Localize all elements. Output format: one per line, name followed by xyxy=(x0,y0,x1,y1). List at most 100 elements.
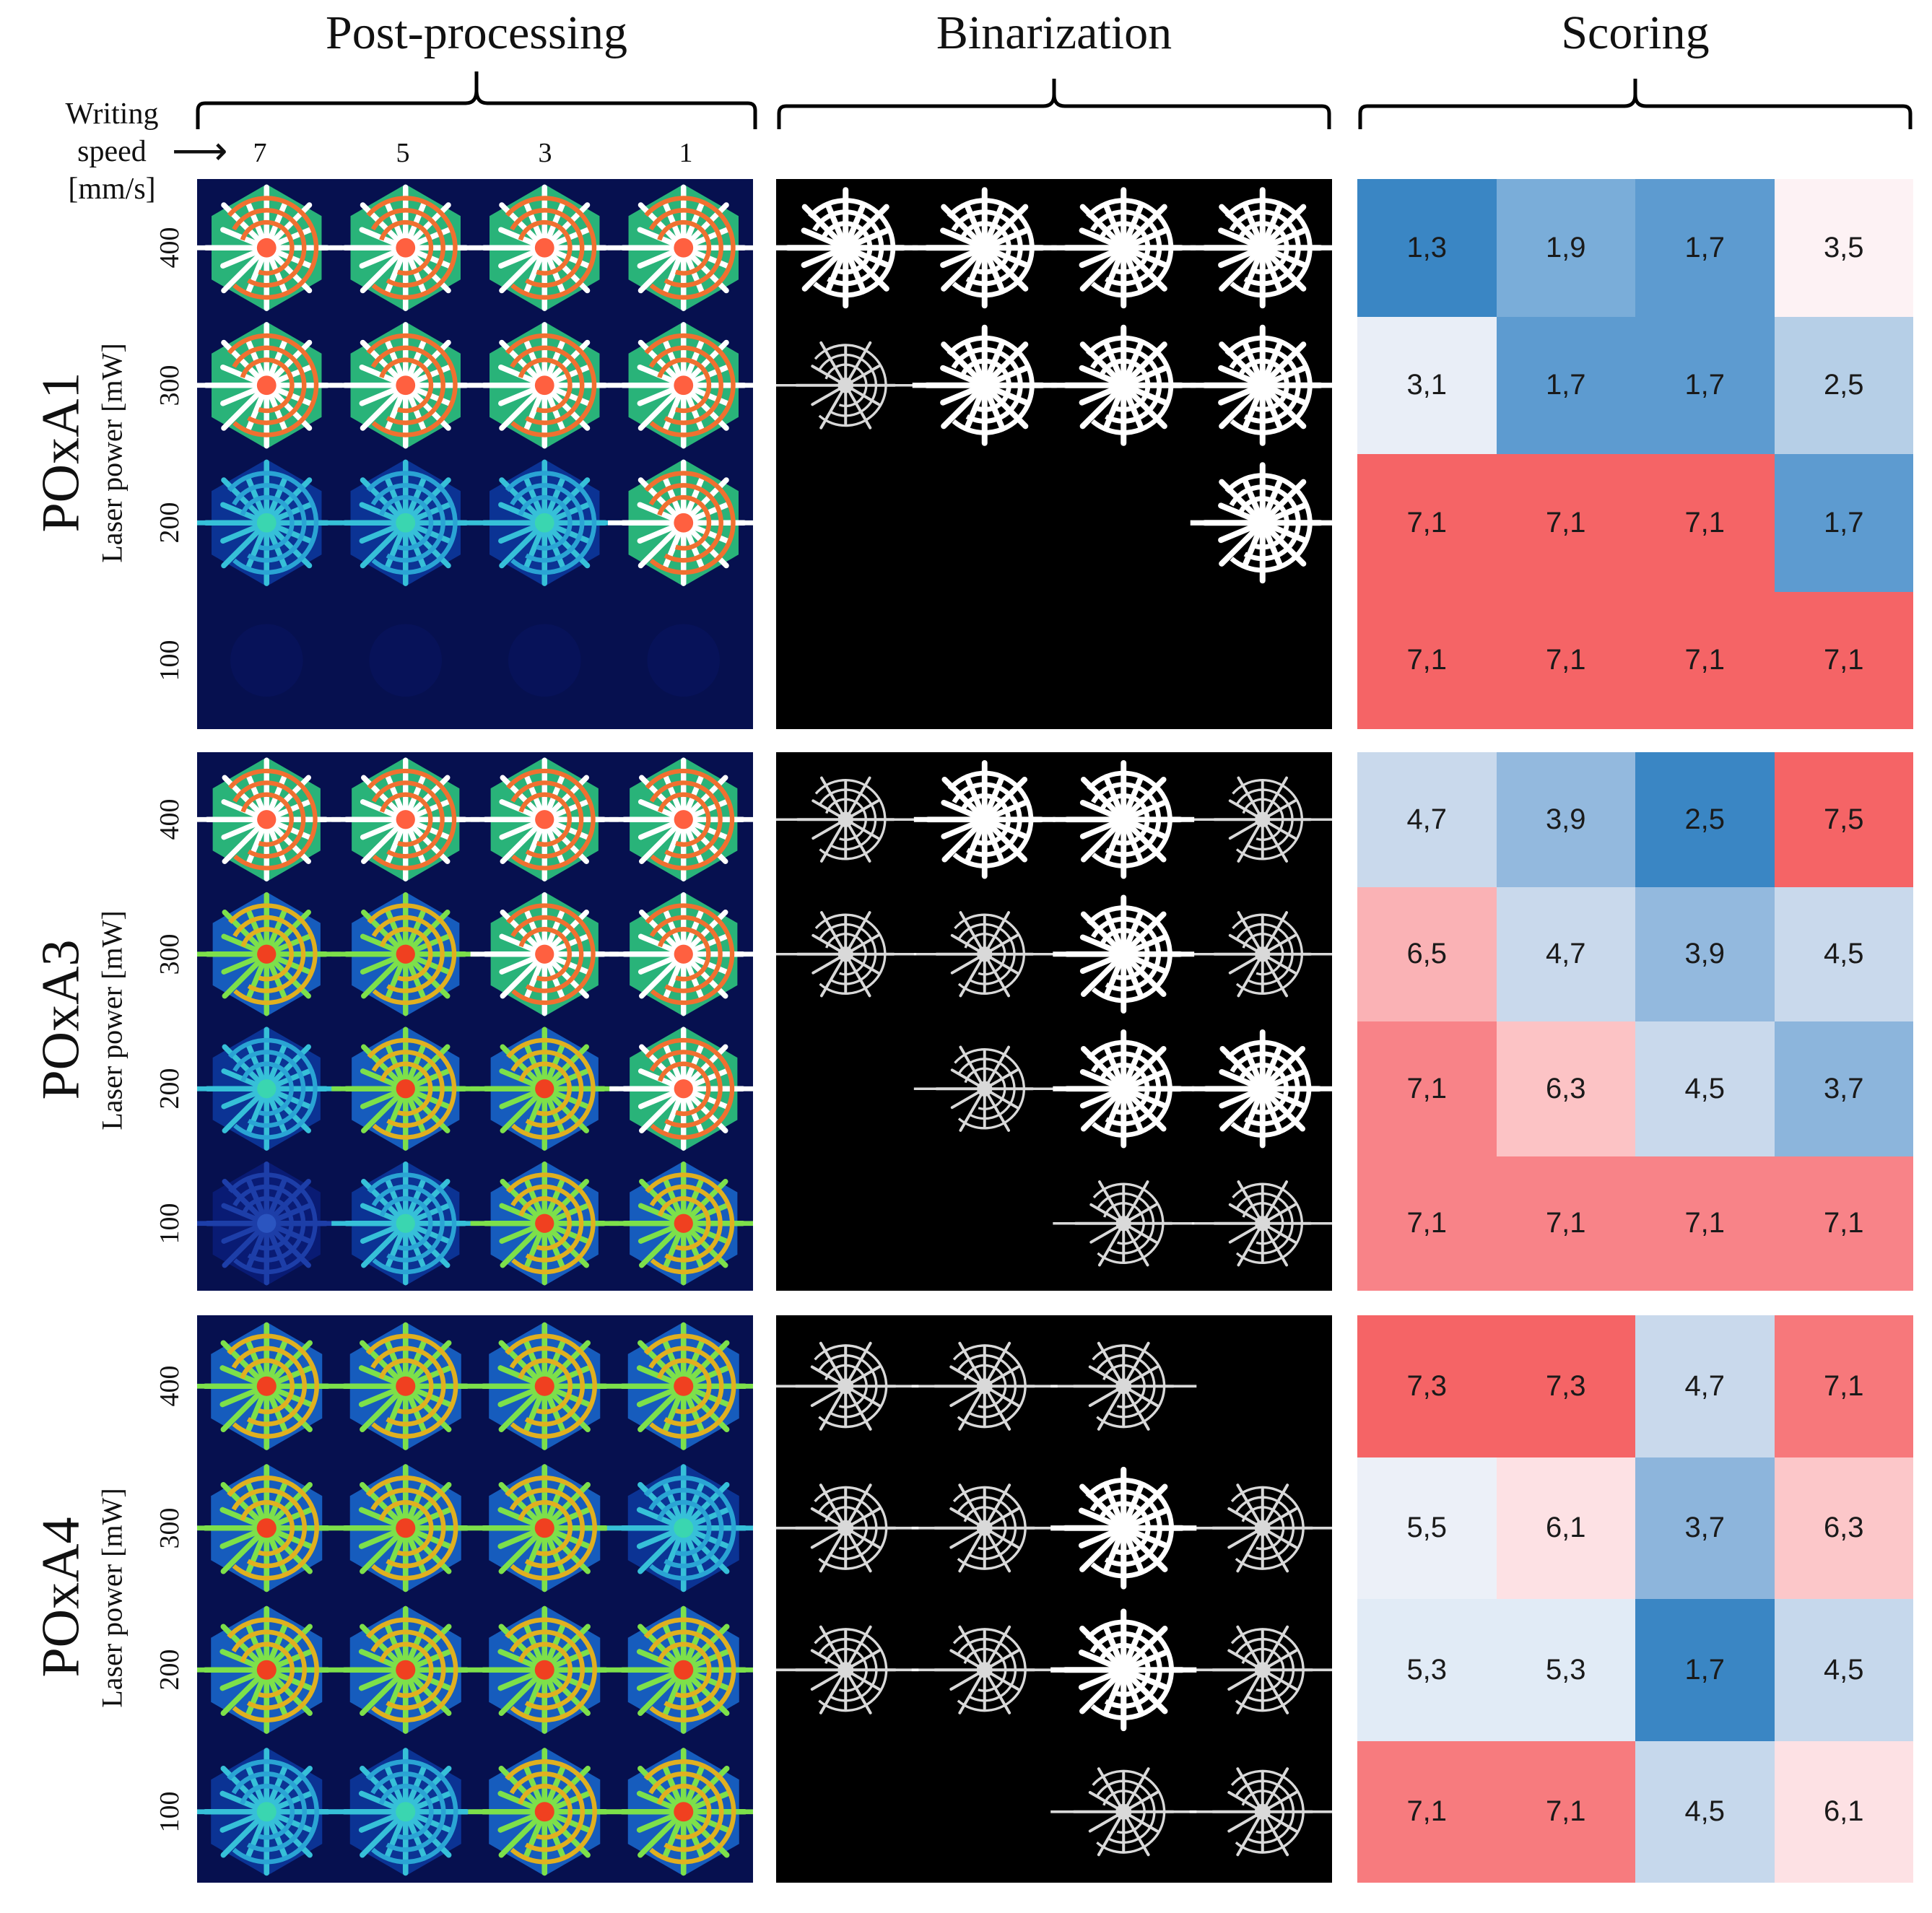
score-cell: 7,1 xyxy=(1357,1021,1497,1156)
power-tick: 200 xyxy=(155,502,185,544)
wheel-structure xyxy=(607,184,753,311)
binary-structure xyxy=(1053,760,1195,879)
wheel-structure xyxy=(331,1161,480,1286)
wheel-structure xyxy=(469,184,621,311)
wheel-structure xyxy=(197,1322,344,1450)
score-cell: 7,1 xyxy=(1357,1740,1497,1883)
score-cell: 4,5 xyxy=(1635,1740,1775,1883)
wheel-structure xyxy=(609,757,753,882)
faint-structure xyxy=(647,624,721,697)
power-tick: 100 xyxy=(155,1791,185,1833)
binary-structure xyxy=(776,1625,919,1714)
wheel-structure xyxy=(197,1027,341,1151)
score-cell: 5,3 xyxy=(1357,1599,1497,1741)
score-cell: 3,1 xyxy=(1357,316,1497,454)
speed-1: 1 xyxy=(679,138,693,168)
score-cell: 7,1 xyxy=(1357,454,1497,592)
score-cell: 4,5 xyxy=(1774,1599,1913,1741)
power-tick: 300 xyxy=(155,1507,185,1549)
power-tick: 300 xyxy=(155,365,185,406)
wheel-structure xyxy=(606,1464,753,1592)
binary-structure xyxy=(1189,1625,1332,1714)
binary-structure xyxy=(912,187,1057,309)
wheel-structure xyxy=(469,459,621,586)
power-tick: 400 xyxy=(155,227,185,269)
binary-structure xyxy=(1050,1341,1197,1431)
score-cell: 6,1 xyxy=(1496,1457,1635,1599)
power-tick: 400 xyxy=(155,1365,185,1407)
binary-structure xyxy=(913,1045,1056,1132)
wheel-structure xyxy=(197,184,343,311)
binary-structure xyxy=(1190,462,1332,584)
score-cell: 3,9 xyxy=(1496,752,1635,887)
binary-structure xyxy=(1050,1767,1197,1857)
postprocess-panel-poxa3 xyxy=(197,752,753,1291)
binarization-panel-poxa4 xyxy=(776,1315,1332,1883)
wheel-structure xyxy=(470,1161,619,1286)
binary-structure xyxy=(1051,324,1196,446)
score-cell: 1,7 xyxy=(1635,1599,1775,1741)
wheel-structure xyxy=(468,1605,622,1734)
binary-structure xyxy=(1191,911,1332,998)
score-cell: 7,1 xyxy=(1774,1315,1913,1457)
power-tick: 200 xyxy=(155,1068,185,1110)
binary-structure xyxy=(1190,187,1332,309)
brace-post xyxy=(196,71,757,129)
score-cell: 5,5 xyxy=(1357,1457,1497,1599)
wheel-structure xyxy=(607,322,753,449)
speed-label-line2: speed xyxy=(77,135,147,168)
binary-structure xyxy=(913,911,1056,998)
header-scoring: Scoring xyxy=(1561,6,1710,59)
wheel-structure xyxy=(329,459,482,586)
binary-structure xyxy=(776,341,918,430)
binary-structure xyxy=(1189,1767,1332,1857)
material-label-poxa4: POxA4 xyxy=(31,1517,91,1678)
score-cell: 7,1 xyxy=(1496,591,1635,729)
scoring-grid-poxa3: 4,7 3,9 2,5 7,5 6,5 4,7 3,9 4,5 7,1 6,3 4,5 3,7 7,1 7… xyxy=(1357,752,1913,1291)
score-cell: 7,1 xyxy=(1635,454,1775,592)
wheel-structure xyxy=(468,1464,622,1592)
wheel-structure xyxy=(328,1605,482,1734)
speed-3: 3 xyxy=(538,138,552,168)
binary-structure xyxy=(1189,1483,1332,1573)
speed-7: 7 xyxy=(253,138,267,168)
binary-structure xyxy=(1191,1029,1332,1149)
binary-structure xyxy=(1053,894,1195,1014)
wheel-structure xyxy=(609,1027,753,1151)
score-cell: 6,3 xyxy=(1774,1457,1913,1599)
binary-structure xyxy=(1053,1180,1195,1267)
laser-power-label: Laser power [mW] xyxy=(95,1488,129,1708)
wheel-structure xyxy=(607,459,753,586)
wheel-structure xyxy=(609,892,753,1016)
speed-label-line3: [mm/s] xyxy=(68,173,156,206)
score-cell: 4,7 xyxy=(1635,1315,1775,1457)
binary-structure xyxy=(776,1341,919,1431)
wheel-structure xyxy=(470,757,619,882)
wheel-structure xyxy=(328,1322,482,1450)
wheel-structure xyxy=(331,757,480,882)
score-cell: 4,7 xyxy=(1357,752,1497,887)
score-cell: 5,3 xyxy=(1496,1599,1635,1741)
binary-structure xyxy=(1051,187,1196,309)
binary-structure xyxy=(1053,1029,1195,1149)
score-cell: 7,5 xyxy=(1774,752,1913,887)
wheel-structure xyxy=(197,1161,341,1286)
scoring-grid-poxa4: 7,3 7,3 4,7 7,1 5,5 6,1 3,7 6,3 5,3 5,3 1,7 4,5 7,1 7… xyxy=(1357,1315,1913,1883)
header-post-processing: Post-processing xyxy=(326,6,627,59)
score-cell: 3,5 xyxy=(1774,179,1913,317)
wheel-structure xyxy=(197,459,343,586)
wheel-structure xyxy=(331,1027,480,1151)
wheel-structure xyxy=(329,322,482,449)
binarization-panel-poxa1 xyxy=(776,179,1332,729)
brace-score xyxy=(1358,79,1913,129)
header-binarization: Binarization xyxy=(936,6,1172,59)
laser-power-label: Laser power [mW] xyxy=(95,343,129,563)
score-cell: 1,7 xyxy=(1774,454,1913,592)
score-cell: 7,3 xyxy=(1357,1315,1497,1457)
material-label-poxa1: POxA1 xyxy=(31,372,91,533)
score-cell: 6,5 xyxy=(1357,886,1497,1021)
binary-structure xyxy=(911,1341,1058,1431)
score-cell: 2,5 xyxy=(1635,752,1775,887)
score-cell: 7,1 xyxy=(1496,454,1635,592)
binary-structure xyxy=(913,760,1056,879)
